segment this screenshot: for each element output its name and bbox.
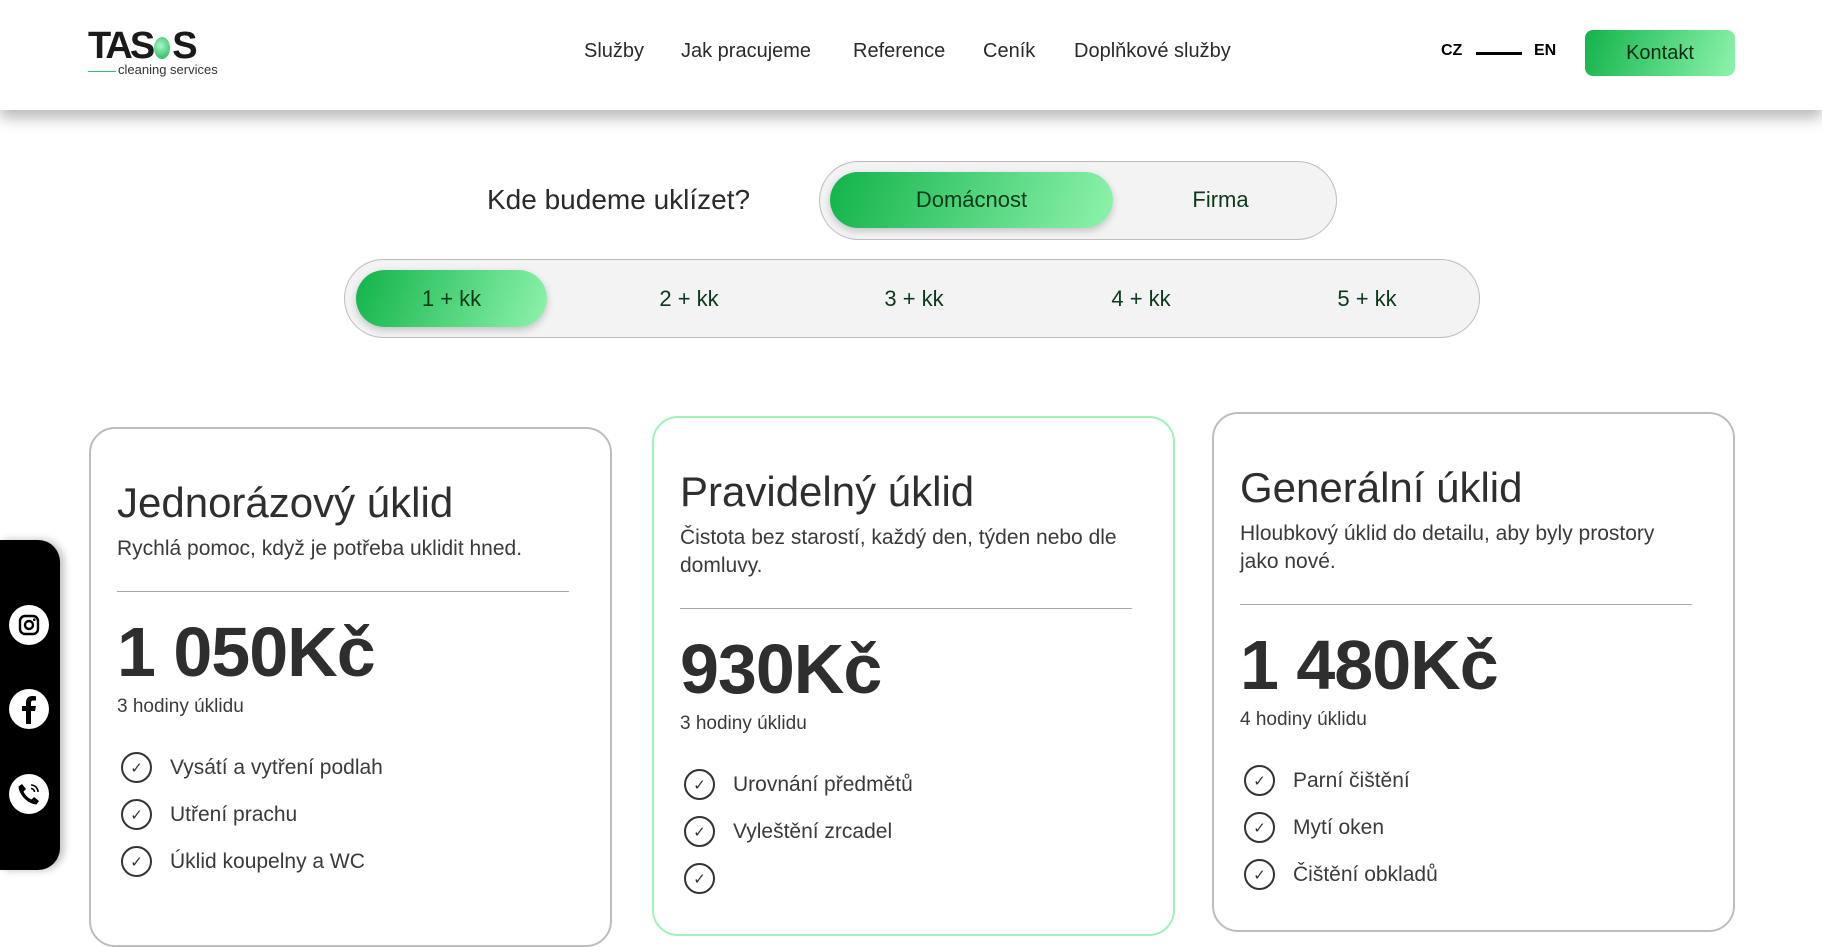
- nav-doplnkove-sluzby[interactable]: Doplňkové služby: [1074, 40, 1231, 62]
- feature-item: ✓ Parní čištění: [1240, 757, 1733, 804]
- facebook-icon[interactable]: [9, 689, 49, 729]
- nav-sluzby[interactable]: Služby: [584, 40, 645, 62]
- check-circle-icon: ✓: [684, 816, 715, 847]
- nav-jak-pracujeme[interactable]: Jak pracujeme: [681, 40, 812, 62]
- social-sidebar: [0, 540, 60, 870]
- card-price: 930Kč: [680, 630, 882, 708]
- feature-item: ✓ Vyleštění zrcadel: [680, 808, 1173, 855]
- card-subtitle: Hloubkový úklid do detailu, aby byly pro…: [1240, 522, 1655, 573]
- phone-icon[interactable]: [9, 774, 49, 814]
- place-toggle: Domácnost Firma: [819, 161, 1337, 240]
- room-option-2kk[interactable]: 2 + kk: [659, 285, 719, 311]
- place-option-domacnost[interactable]: Domácnost: [830, 172, 1113, 228]
- lang-cz[interactable]: CZ: [1441, 42, 1463, 59]
- feature-item: ✓ Vysátí a vytření podlah: [117, 744, 610, 791]
- check-circle-icon: ✓: [1244, 812, 1275, 843]
- check-circle-icon: ✓: [1244, 859, 1275, 890]
- card-title: Pravidelný úklid: [680, 468, 975, 515]
- card-price: 1 480Kč: [1240, 626, 1499, 704]
- check-circle-icon: ✓: [121, 846, 152, 877]
- check-circle-icon: ✓: [121, 799, 152, 830]
- card-price: 1 050Kč: [117, 613, 376, 691]
- feature-item: ✓ Utření prachu: [117, 791, 610, 838]
- card-subtitle: Rychlá pomoc, když je potřeba uklidit hn…: [117, 537, 523, 560]
- room-option-5kk[interactable]: 5 + kk: [1337, 285, 1397, 311]
- contact-button[interactable]: Kontakt: [1585, 30, 1735, 76]
- feature-item: ✓: [680, 855, 1173, 902]
- card-divider: [1240, 604, 1692, 605]
- instagram-icon[interactable]: [9, 605, 49, 645]
- lang-divider: [1476, 52, 1522, 55]
- feature-item: ✓ Urovnání předmětů: [680, 761, 1173, 808]
- room-size-selector: 1 + kk 2 + kk 3 + kk 4 + kk 5 + kk: [344, 259, 1480, 338]
- card-subtitle: Čistota bez starostí, každý den, týden n…: [680, 526, 1117, 577]
- lang-en[interactable]: EN: [1534, 42, 1557, 59]
- room-option-3kk[interactable]: 3 + kk: [884, 285, 944, 311]
- card-hours: 4 hodiny úklidu: [1240, 709, 1367, 730]
- logo-tagline: cleaning services: [118, 62, 218, 77]
- card-divider: [117, 591, 569, 592]
- feature-item: ✓ Úklid koupelny a WC: [117, 838, 610, 885]
- card-title: Generální úklid: [1240, 464, 1523, 511]
- logo-wordmark: TAS S: [88, 25, 198, 67]
- room-option-4kk[interactable]: 4 + kk: [1111, 285, 1171, 311]
- place-option-firma[interactable]: Firma: [1192, 187, 1249, 212]
- pricing-card-generalni[interactable]: Generální úklid Hloubkový úklid do detai…: [1212, 412, 1735, 932]
- nav-reference[interactable]: Reference: [853, 40, 946, 62]
- check-circle-icon: ✓: [1244, 765, 1275, 796]
- card-hours: 3 hodiny úklidu: [680, 713, 807, 734]
- card-divider: [680, 608, 1132, 609]
- pricing-card-jednorazovy[interactable]: Jednorázový úklid Rychlá pomoc, když je …: [89, 427, 612, 947]
- nav-cenik[interactable]: Ceník: [983, 40, 1036, 62]
- check-circle-icon: ✓: [121, 752, 152, 783]
- card-hours: 3 hodiny úklidu: [117, 696, 244, 717]
- check-circle-icon: ✓: [684, 863, 715, 894]
- place-question: Kde budeme uklízet?: [487, 184, 751, 215]
- feature-item: ✓ Čištění obkladů: [1240, 851, 1733, 898]
- card-title: Jednorázový úklid: [117, 479, 454, 526]
- logo[interactable]: TAS S cleaning services: [88, 26, 238, 80]
- feature-item: ✓ Mytí oken: [1240, 804, 1733, 851]
- site-header: TAS S cleaning services Služby Jak pracuj…: [0, 0, 1822, 110]
- pricing-card-pravidelny[interactable]: Pravidelný úklid Čistota bez starostí, k…: [652, 416, 1175, 936]
- room-option-1kk[interactable]: 1 + kk: [356, 270, 547, 327]
- check-circle-icon: ✓: [684, 769, 715, 800]
